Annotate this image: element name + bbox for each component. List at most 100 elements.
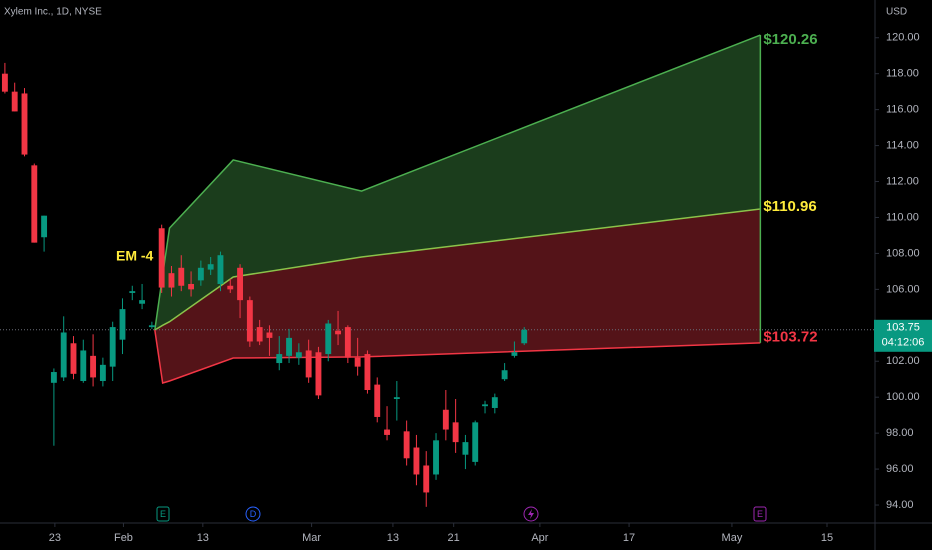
event-icons: E D E bbox=[156, 506, 767, 522]
currency-label: USD bbox=[886, 7, 907, 18]
candle-body bbox=[462, 442, 469, 455]
candle-body bbox=[178, 267, 185, 286]
y-tick-label: 98.00 bbox=[886, 427, 914, 439]
candle-body bbox=[315, 352, 322, 396]
candle-body bbox=[335, 330, 341, 335]
x-tick-label: Apr bbox=[531, 532, 548, 544]
candle-body bbox=[139, 300, 146, 304]
candle-body bbox=[60, 332, 67, 378]
y-tick-label: 114.00 bbox=[886, 139, 919, 151]
candle-body bbox=[119, 309, 126, 340]
price-annotation: $110.96 bbox=[763, 198, 816, 215]
candle-body bbox=[188, 283, 195, 290]
candle-body bbox=[433, 440, 439, 475]
candle-body bbox=[31, 165, 38, 243]
x-tick-label: May bbox=[722, 532, 743, 544]
candle-body bbox=[501, 370, 508, 380]
dividend-icon[interactable] bbox=[245, 506, 261, 522]
split-icon[interactable] bbox=[523, 506, 539, 522]
candle-body bbox=[354, 357, 361, 367]
candle-body bbox=[384, 429, 390, 435]
event-letter: D bbox=[250, 509, 257, 519]
last-price-label: 103.75 bbox=[886, 322, 920, 334]
lower-band-area bbox=[154, 209, 761, 383]
candle-body bbox=[521, 329, 528, 344]
y-tick-label: 118.00 bbox=[886, 68, 919, 80]
candle-body bbox=[109, 327, 116, 367]
x-tick-label: 13 bbox=[387, 532, 399, 544]
candle-body bbox=[472, 422, 479, 462]
candle-body bbox=[129, 291, 136, 293]
candle-body bbox=[364, 354, 371, 391]
x-tick-label: 17 bbox=[623, 532, 635, 544]
plot-area bbox=[0, 34, 875, 507]
candle-body bbox=[256, 327, 263, 342]
candle-body bbox=[491, 397, 498, 408]
candle-body bbox=[158, 228, 165, 288]
candle-body bbox=[423, 465, 430, 493]
symbol-label: Xylem Inc., 1D, NYSE bbox=[4, 7, 102, 18]
candle-body bbox=[325, 323, 332, 355]
x-tick-label: 15 bbox=[821, 532, 833, 544]
candle-body bbox=[70, 343, 77, 374]
y-tick-label: 106.00 bbox=[886, 283, 920, 295]
event-letter: E bbox=[160, 509, 166, 519]
lower-band-line bbox=[154, 329, 761, 384]
candle-body bbox=[295, 352, 302, 358]
candle-body bbox=[237, 267, 244, 301]
y-tick-label: 110.00 bbox=[886, 211, 919, 223]
last-price-box bbox=[874, 319, 932, 352]
candle-body bbox=[168, 273, 175, 288]
candle-body bbox=[207, 264, 214, 270]
countdown-label: 04:12:06 bbox=[882, 337, 925, 349]
y-tick-label: 102.00 bbox=[886, 355, 920, 367]
em-label: EM -4 bbox=[116, 248, 154, 264]
earnings-icon[interactable] bbox=[156, 506, 170, 522]
middle-band-line bbox=[154, 208, 761, 331]
y-tick-label: 94.00 bbox=[886, 499, 914, 511]
candle-body bbox=[41, 215, 48, 238]
x-tick-label: Feb bbox=[114, 532, 133, 544]
candle-body bbox=[11, 91, 18, 112]
upper-band-area bbox=[154, 35, 761, 330]
x-tick-label: Mar bbox=[302, 532, 321, 544]
candle-body bbox=[266, 332, 273, 338]
candle-body bbox=[393, 397, 400, 399]
event-letter: E bbox=[757, 509, 763, 519]
candle-body bbox=[227, 285, 234, 290]
y-tick-label: 120.00 bbox=[886, 32, 920, 44]
lightning-glyph bbox=[528, 509, 534, 519]
candle-body bbox=[286, 337, 292, 356]
candle-body bbox=[442, 409, 449, 430]
y-tick-label: 112.00 bbox=[886, 175, 919, 187]
x-tick-label: 23 bbox=[49, 532, 61, 544]
candle-body bbox=[197, 267, 204, 281]
y-tick-label: 108.00 bbox=[886, 247, 920, 259]
candle-body bbox=[246, 300, 253, 342]
candle-body bbox=[99, 364, 106, 382]
candle-body bbox=[80, 350, 87, 382]
candle-body bbox=[511, 352, 518, 356]
candle-body bbox=[482, 404, 488, 407]
x-tick-label: 13 bbox=[197, 532, 209, 544]
candle-body bbox=[21, 93, 28, 155]
candle-body bbox=[1, 73, 8, 92]
earnings-icon[interactable] bbox=[753, 506, 767, 522]
y-tick-label: 100.00 bbox=[886, 391, 920, 403]
candle-body bbox=[305, 350, 312, 378]
candle-body bbox=[452, 422, 459, 443]
price-annotation: $103.72 bbox=[763, 328, 817, 345]
y-tick-label: 116.00 bbox=[886, 104, 919, 116]
candle-body bbox=[217, 255, 224, 284]
candle-body bbox=[344, 327, 351, 358]
candle-body bbox=[50, 372, 57, 383]
candle-body bbox=[374, 384, 381, 417]
candle-body bbox=[276, 354, 283, 364]
price-annotation: $120.26 bbox=[763, 31, 817, 48]
candle-body bbox=[403, 431, 410, 459]
candle-body bbox=[90, 355, 97, 378]
y-tick-label: 96.00 bbox=[886, 463, 914, 475]
